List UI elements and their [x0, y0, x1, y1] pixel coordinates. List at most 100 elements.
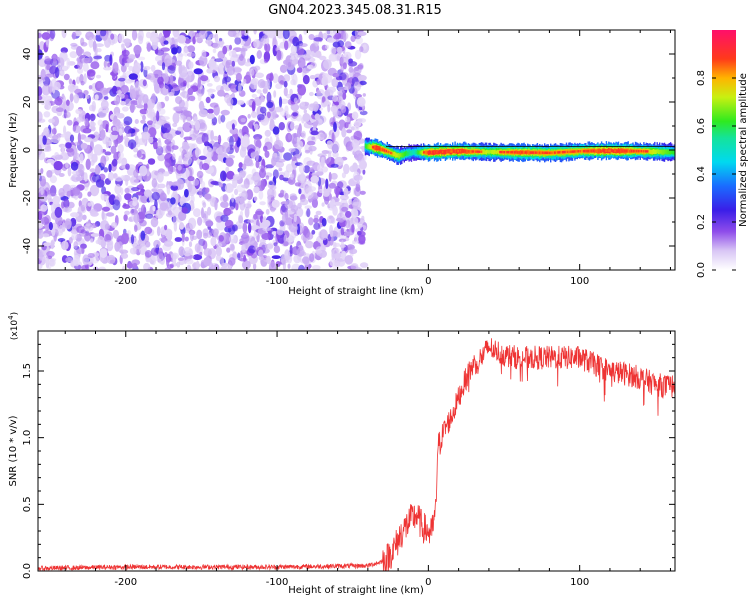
noise-blob [359, 262, 369, 268]
noise-blob [151, 93, 157, 104]
noise-blob [84, 223, 94, 232]
track-core [625, 149, 627, 153]
noise-blob [192, 254, 203, 261]
noise-blob [332, 262, 340, 270]
noise-blob [287, 263, 291, 269]
noise-blob [315, 210, 322, 216]
noise-blob [253, 246, 260, 251]
track-cell [404, 151, 407, 157]
noise-blob [54, 152, 59, 158]
noise-blob [241, 232, 250, 244]
noise-blob [85, 94, 90, 99]
noise-blob [38, 95, 43, 101]
noise-blob [82, 63, 89, 72]
noise-blob [133, 213, 140, 224]
track-cell [663, 149, 666, 155]
noise-blob [75, 108, 83, 115]
noise-blob [141, 204, 146, 215]
noise-blob [275, 161, 285, 168]
noise-blob [150, 217, 159, 228]
track-core [542, 151, 545, 154]
noise-blob [107, 62, 111, 68]
track-core [373, 146, 375, 149]
track-core [388, 151, 390, 154]
noise-blob [206, 113, 215, 120]
noise-blob [225, 157, 234, 167]
track-core [554, 151, 556, 154]
noise-blob [307, 57, 316, 63]
noise-blob [331, 132, 335, 144]
noise-blob [131, 187, 140, 192]
noise-blob [327, 104, 331, 113]
noise-blob [200, 181, 206, 188]
noise-blob [38, 58, 47, 67]
noise-blob [167, 133, 173, 142]
noise-blob [52, 134, 59, 140]
noise-blob [140, 61, 144, 73]
noise-blob [90, 238, 94, 243]
track-cell [396, 153, 398, 158]
noise-blob [112, 85, 118, 95]
y-tick-label: 0 [22, 147, 33, 153]
noise-blob [155, 55, 162, 62]
noise-blob [324, 159, 330, 165]
noise-blob [187, 176, 195, 182]
noise-blob [362, 169, 366, 175]
noise-blob [199, 54, 208, 67]
noise-blob [170, 184, 179, 191]
track-core [439, 150, 441, 154]
noise-blob [196, 170, 204, 179]
noise-blob [121, 43, 125, 48]
noise-blob [133, 147, 139, 153]
noise-blob [234, 37, 241, 45]
noise-blob [68, 237, 73, 244]
noise-blob [248, 162, 254, 167]
track-core [514, 151, 516, 154]
x-tick-label: 0 [425, 276, 431, 287]
noise-blob [71, 31, 77, 40]
noise-blob [124, 98, 132, 107]
noise-blob [72, 125, 82, 133]
noise-blob [313, 37, 323, 42]
track-core [590, 149, 592, 153]
noise-blob [283, 170, 290, 179]
noise-blob [291, 133, 298, 145]
noise-blob [308, 103, 317, 112]
noise-blob [331, 249, 335, 261]
noise-blob [306, 140, 316, 146]
track-core [501, 150, 503, 154]
noise-blob [227, 30, 237, 37]
noise-blob [49, 175, 58, 184]
y-tick-label: 1.5 [22, 363, 33, 379]
noise-blob [350, 208, 359, 219]
track-core [442, 150, 444, 154]
noise-blob [344, 41, 352, 49]
track-core [609, 149, 612, 152]
noise-blob [164, 224, 168, 231]
noise-blob [118, 128, 123, 136]
noise-blob [341, 172, 346, 179]
noise-blob [253, 96, 262, 106]
track-core [548, 151, 550, 155]
noise-blob [303, 109, 307, 114]
noise-blob [159, 237, 167, 242]
track-core [387, 150, 389, 153]
noise-blob [201, 49, 207, 59]
track-cell [493, 149, 495, 155]
noise-blob [228, 257, 236, 266]
noise-blob [245, 189, 254, 201]
noise-blob [253, 39, 260, 49]
track-core [613, 149, 615, 152]
track-cell [395, 152, 397, 158]
track-core [433, 151, 436, 154]
track-core [617, 149, 619, 152]
track-cell [490, 150, 493, 154]
noise-blob [284, 192, 289, 201]
noise-blob [312, 265, 321, 270]
noise-blob [296, 67, 303, 73]
noise-blob [242, 78, 247, 85]
noise-blob [136, 175, 145, 181]
colorbar-gradient [712, 30, 736, 270]
noise-blob [206, 232, 213, 238]
